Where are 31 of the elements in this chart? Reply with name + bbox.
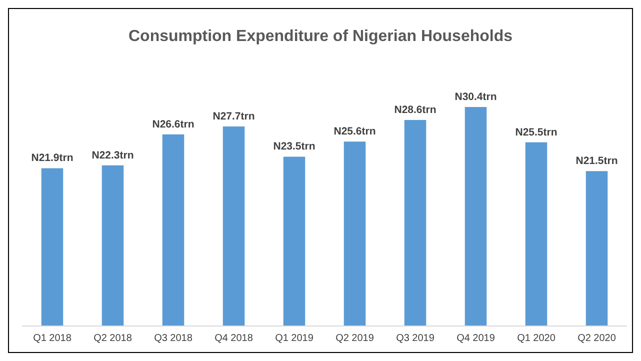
bar bbox=[102, 165, 124, 326]
x-tick-label: Q1 2018 bbox=[33, 333, 72, 344]
x-tick-label: Q2 2018 bbox=[94, 333, 132, 344]
x-tick-label: Q3 2018 bbox=[154, 333, 193, 344]
bar bbox=[283, 156, 306, 326]
data-label: N27.7trn bbox=[212, 110, 255, 122]
x-tick-label: Q2 2019 bbox=[336, 333, 374, 344]
data-label: N30.4trn bbox=[454, 91, 497, 103]
data-label: N25.6trn bbox=[334, 126, 376, 138]
bar bbox=[344, 142, 366, 326]
bar bbox=[41, 168, 64, 326]
bar bbox=[525, 142, 548, 326]
data-label: N26.6trn bbox=[152, 118, 194, 130]
x-tick-label: Q4 2019 bbox=[456, 333, 496, 344]
chart-title: Consumption Expenditure of Nigerian Households bbox=[128, 28, 513, 45]
bar bbox=[464, 107, 487, 326]
x-tick-label: Q1 2019 bbox=[275, 333, 314, 344]
bar bbox=[162, 134, 184, 326]
data-label: N21.5trn bbox=[576, 155, 618, 168]
x-tick-label: Q3 2019 bbox=[396, 333, 435, 344]
data-label: N28.6trn bbox=[394, 104, 436, 116]
x-tick-label: Q2 2020 bbox=[578, 333, 616, 344]
x-tick-label: Q4 2018 bbox=[214, 333, 254, 344]
data-label: N21.9trn bbox=[31, 152, 74, 164]
bar bbox=[586, 171, 608, 326]
data-label: N23.5trn bbox=[273, 140, 316, 153]
data-label: N22.3trn bbox=[92, 149, 134, 162]
bar bbox=[404, 120, 426, 326]
data-label: N25.5trn bbox=[515, 126, 558, 138]
bar bbox=[222, 126, 245, 326]
x-tick-label: Q1 2020 bbox=[517, 333, 556, 344]
